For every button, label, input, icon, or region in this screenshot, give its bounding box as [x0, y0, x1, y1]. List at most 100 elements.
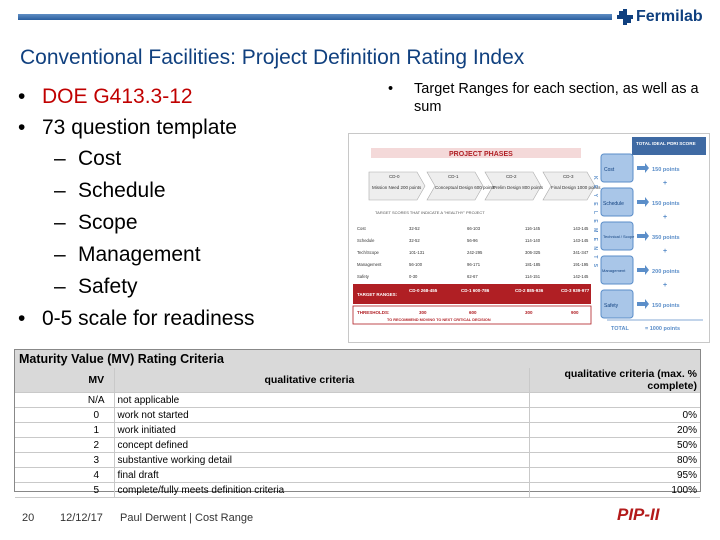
sub-bullet-text: Safety: [78, 275, 138, 298]
sub-bullet-text: Schedule: [78, 179, 166, 202]
thresholds-label: THRESHOLDS:: [357, 310, 390, 315]
bullet-target-ranges-text: Target Ranges for each section, as well …: [414, 81, 699, 115]
percent-cell: 80%: [528, 452, 700, 468]
mv-cell: 2: [79, 437, 114, 453]
slide-title: Conventional Facilities: Project Definit…: [20, 46, 525, 69]
phase-tag: CD-1: [448, 174, 459, 179]
project-phases-banner: [371, 148, 581, 158]
score-cell: 242-295: [467, 250, 483, 255]
table-cell: [15, 392, 79, 408]
score-cell: 341-347: [573, 250, 589, 255]
table-row: 5 complete/fully meets definition criter…: [15, 482, 700, 498]
criteria-cell: work initiated: [113, 422, 529, 438]
percent-cell: 0%: [528, 407, 700, 423]
footer-date: 12/12/17: [60, 512, 103, 524]
target-range-cell: CD-3 939-977: [561, 288, 590, 293]
score-row-label: Schedule: [357, 238, 375, 243]
score-row-label: Tech/Scope: [357, 250, 380, 255]
element-points: 150 points: [652, 303, 680, 309]
svg-text:+: +: [663, 282, 667, 289]
sub-bullet-schedule: – Schedule: [54, 179, 166, 202]
mv-cell: 0: [79, 407, 114, 423]
total-value: = 1000 points: [645, 326, 680, 332]
percent-cell: 100%: [528, 482, 700, 498]
table-cell: [15, 368, 79, 393]
bullet-doe: • DOE G413.3-12: [18, 85, 193, 108]
target-range-cell: CD-0 268-455: [409, 288, 438, 293]
table-cell: [15, 422, 79, 438]
score-cell: 56-96: [467, 238, 478, 243]
fermilab-mark-icon: [617, 9, 633, 25]
bullet-scale: • 0-5 scale for readiness: [18, 307, 255, 330]
pip-ii-logo: PIP-II: [617, 505, 660, 524]
percent-cell: [528, 392, 700, 408]
percent-cell: 20%: [528, 422, 700, 438]
criteria-cell: final draft: [113, 467, 529, 483]
score-cell: 32-52: [409, 226, 420, 231]
table-row: 4 final draft 95%: [15, 467, 700, 483]
left-bullet-list: • DOE G413.3-12 • 73 question template – Co…: [18, 85, 338, 338]
sub-bullet-text: Scope: [78, 211, 138, 234]
score-cell: 191-195: [573, 262, 589, 267]
table-cell: [15, 437, 79, 453]
sub-bullet-text: Cost: [78, 147, 122, 170]
score-cell: 143-145: [573, 226, 589, 231]
score-cell: 62-67: [467, 274, 478, 279]
sub-bullet-text: Management: [78, 243, 201, 266]
element-name: Technical / Scope: [603, 234, 635, 239]
criteria-cell: complete/fully meets definition criteria: [113, 482, 529, 498]
footer-author: Paul Derwent | Cost Range: [120, 512, 254, 524]
score-cell: 66-103: [467, 226, 481, 231]
table-row: 1 work initiated 20%: [15, 422, 700, 438]
percent-cell: 95%: [528, 467, 700, 483]
score-cell: 32-52: [409, 238, 420, 243]
criteria-cell: work not started: [113, 407, 529, 423]
mv-cell: 3: [79, 452, 114, 468]
pdri-figure: PROJECT PHASES CD-0 CD-1 CD-2 CD-3 Missi…: [348, 133, 710, 343]
table-cell: [15, 482, 79, 498]
score-cell: 96-171: [467, 262, 481, 267]
sub-bullet-cost: – Cost: [54, 147, 122, 170]
score-cell: 0-30: [409, 274, 418, 279]
element-name: Cost: [604, 167, 615, 173]
svg-text:+: +: [663, 214, 667, 221]
score-row-label: Management: [357, 262, 382, 267]
mv-rating-table: Maturity Value (MV) Rating Criteria MV q…: [14, 349, 701, 498]
table-row: N/A not applicable: [15, 392, 700, 408]
element-points: 150 points: [652, 167, 680, 173]
score-cell: 116-145: [525, 226, 541, 231]
header-criteria: qualitative criteria: [113, 368, 529, 393]
table-row: 0 work not started 0%: [15, 407, 700, 423]
logo-text: Fermilab: [636, 8, 703, 25]
element-points: 350 points: [652, 235, 680, 241]
element-points: 150 points: [652, 201, 680, 207]
score-cell: 181-185: [525, 262, 541, 267]
svg-text:+: +: [663, 180, 667, 187]
sub-bullet-management: – Management: [54, 243, 201, 266]
sub-bullet-scope: – Scope: [54, 211, 138, 234]
phase-chevrons: [368, 171, 596, 201]
target-range-cell: CD-2 885-936: [515, 288, 544, 293]
ideal-score-header: [632, 137, 706, 155]
header-percent: qualitative criteria (max. % complete): [528, 368, 700, 393]
score-cell: 306-325: [525, 250, 541, 255]
score-cell: 142-145: [573, 274, 589, 279]
mv-cell: N/A: [79, 392, 114, 408]
threshold-cell: 600: [469, 310, 477, 315]
score-cell: 114-151: [525, 274, 541, 279]
mv-table-grid: MV qualitative criteria qualitative crit…: [15, 368, 700, 498]
key-elements-label: K E Y E L E M E N T S: [592, 176, 598, 269]
phase-text: Final Design 1000 points: [551, 185, 601, 190]
sub-bullet-safety: – Safety: [54, 275, 138, 298]
threshold-cell: 300: [525, 310, 533, 315]
bullet-target-ranges: • Target Ranges for each section, as well…: [388, 80, 708, 116]
table-row: 2 concept defined 50%: [15, 437, 700, 453]
element-name: Management: [602, 268, 626, 273]
pdri-diagram: PROJECT PHASES CD-0 CD-1 CD-2 CD-3 Missi…: [352, 137, 706, 332]
plus-icons: + + + +: [663, 180, 667, 289]
mv-cell: 5: [79, 482, 114, 498]
target-range-cell: CD-1 600-786: [461, 288, 490, 293]
ideal-score-title: TOTAL IDEAL PDRI SCORE: [636, 141, 696, 146]
mv-cell: 1: [79, 422, 114, 438]
threshold-cell: 900: [571, 310, 579, 315]
